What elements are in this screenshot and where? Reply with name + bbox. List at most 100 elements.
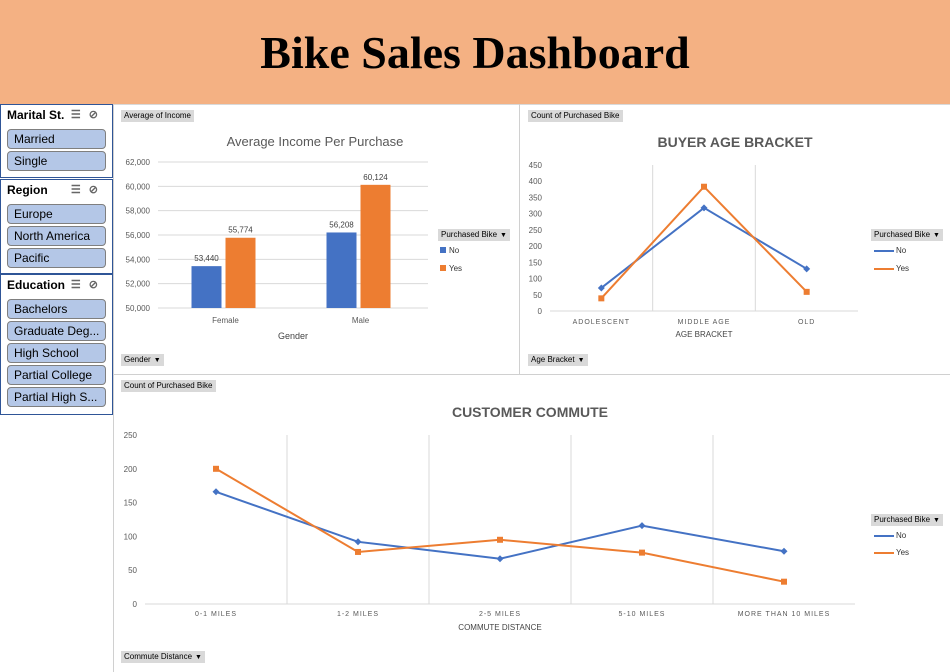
x-axis-title: Gender bbox=[277, 331, 309, 341]
y-tick-label: 60,000 bbox=[126, 182, 151, 191]
slicer-item-single[interactable]: Single bbox=[7, 151, 106, 171]
y-tick-label: 100 bbox=[529, 275, 543, 284]
data-point-no bbox=[700, 204, 708, 212]
chevron-down-icon: ▼ bbox=[195, 654, 202, 661]
chart-title: Average Income Per Purchase bbox=[226, 134, 404, 149]
y-tick-label: 50,000 bbox=[126, 304, 151, 313]
bar-yes bbox=[360, 184, 391, 308]
data-point-no bbox=[780, 547, 788, 555]
y-tick-label: 200 bbox=[124, 465, 138, 474]
clear-filter-icon[interactable]: ⊘ bbox=[88, 279, 106, 291]
slicer-item-high-school[interactable]: High School bbox=[7, 343, 106, 363]
y-tick-label: 250 bbox=[124, 431, 138, 440]
data-label: 55,774 bbox=[228, 226, 253, 235]
multi-select-icon[interactable]: ☰ bbox=[70, 184, 89, 196]
legend-no: No bbox=[440, 246, 459, 255]
y-tick-label: 58,000 bbox=[126, 207, 151, 216]
x-tick-label: MIDDLE AGE bbox=[678, 319, 731, 326]
x-axis-title: AGE BRACKET bbox=[675, 330, 733, 339]
slicer-item-europe[interactable]: Europe bbox=[7, 204, 106, 224]
multi-select-icon[interactable]: ☰ bbox=[70, 279, 89, 291]
chart-title: CUSTOMER COMMUTE bbox=[451, 404, 609, 420]
data-point-yes bbox=[497, 536, 503, 543]
data-point-no bbox=[803, 265, 811, 273]
chart-title: BUYER AGE BRACKET bbox=[657, 134, 813, 150]
x-tick-label: 5-10 MILES bbox=[619, 611, 666, 618]
data-label: 56,208 bbox=[329, 220, 354, 229]
y-tick-label: 54,000 bbox=[126, 255, 151, 264]
data-point-yes bbox=[598, 295, 605, 302]
clear-filter-icon[interactable]: ⊘ bbox=[88, 109, 106, 121]
chevron-down-icon: ▼ bbox=[933, 517, 940, 524]
slicer-item-pacific[interactable]: Pacific bbox=[7, 248, 106, 268]
divider-horizontal bbox=[114, 374, 950, 375]
dashboard-banner: Bike Sales Dashboard bbox=[0, 0, 950, 105]
data-point-yes bbox=[781, 578, 787, 585]
divider-sidebar bbox=[113, 104, 114, 672]
data-point-yes bbox=[803, 288, 810, 295]
x-tick-label: OLD bbox=[798, 319, 815, 326]
value-field-button[interactable]: Count of Purchased Bike bbox=[121, 380, 216, 392]
data-point-yes bbox=[213, 465, 219, 472]
value-field-button[interactable]: Count of Purchased Bike bbox=[528, 110, 623, 122]
x-tick-label: Male bbox=[352, 316, 370, 325]
legend-yes: Yes bbox=[440, 264, 462, 273]
clear-filter-icon[interactable]: ⊘ bbox=[88, 184, 106, 196]
x-tick-label: MORE THAN 10 MILES bbox=[738, 611, 831, 618]
legend-filter-button[interactable]: Purchased Bike ▼ bbox=[871, 514, 943, 526]
series-line-yes bbox=[215, 467, 785, 583]
data-point-no bbox=[597, 284, 605, 292]
y-tick-label: 50 bbox=[128, 566, 137, 575]
data-point-no bbox=[212, 488, 220, 496]
data-label: 60,124 bbox=[363, 173, 388, 182]
data-point-no bbox=[496, 555, 504, 563]
slicer-title: Education bbox=[7, 278, 65, 292]
y-tick-label: 0 bbox=[538, 307, 543, 316]
legend-marker bbox=[440, 247, 446, 253]
slicer-region: Region ☰⊘ Europe North America Pacific bbox=[0, 179, 113, 274]
slicer-item-partial-high-school[interactable]: Partial High S... bbox=[7, 387, 106, 407]
x-tick-label: 0-1 MILES bbox=[195, 611, 237, 618]
bar-no bbox=[191, 266, 222, 308]
slicer-title: Marital St... bbox=[7, 108, 65, 122]
value-field-button[interactable]: Average of Income bbox=[121, 110, 195, 122]
y-tick-label: 250 bbox=[529, 226, 543, 235]
chevron-down-icon: ▼ bbox=[577, 357, 585, 364]
axis-field-button[interactable]: Commute Distance ▼ bbox=[121, 651, 205, 663]
axis-field-button[interactable]: Gender ▼ bbox=[121, 354, 164, 366]
slicer-item-graduate-degree[interactable]: Graduate Deg... bbox=[7, 321, 106, 341]
data-point-no bbox=[638, 522, 646, 530]
slicer-marital-status: Marital St... ☰⊘ Married Single bbox=[0, 104, 113, 178]
bar-yes bbox=[225, 237, 256, 308]
y-tick-label: 150 bbox=[529, 258, 543, 267]
legend-no: No bbox=[874, 246, 906, 255]
y-tick-label: 56,000 bbox=[126, 231, 151, 240]
axis-field-button[interactable]: Age Bracket ▼ bbox=[528, 354, 588, 366]
legend-yes: Yes bbox=[874, 264, 909, 273]
legend-marker bbox=[440, 265, 446, 271]
legend-marker bbox=[874, 534, 894, 537]
legend-marker bbox=[874, 267, 894, 270]
data-label: 53,440 bbox=[194, 254, 219, 263]
legend-filter-button[interactable]: Purchased Bike ▼ bbox=[871, 229, 943, 241]
x-axis-title: COMMUTE DISTANCE bbox=[458, 623, 542, 632]
x-tick-label: Female bbox=[212, 316, 239, 325]
multi-select-icon[interactable]: ☰ bbox=[70, 109, 89, 121]
slicer-title: Region bbox=[7, 183, 48, 197]
slicer-item-married[interactable]: Married bbox=[7, 129, 106, 149]
slicer-item-partial-college[interactable]: Partial College bbox=[7, 365, 106, 385]
y-tick-label: 50 bbox=[533, 291, 542, 300]
y-tick-label: 100 bbox=[124, 532, 138, 541]
slicer-item-bachelors[interactable]: Bachelors bbox=[7, 299, 106, 319]
bar-no bbox=[326, 232, 357, 308]
slicer-education: Education ☰⊘ Bachelors Graduate Deg... H… bbox=[0, 274, 113, 415]
series-line-no bbox=[215, 490, 785, 560]
slicer-item-north-america[interactable]: North America bbox=[7, 226, 106, 246]
chevron-down-icon: ▼ bbox=[933, 232, 940, 239]
legend-filter-button[interactable]: Purchased Bike ▼ bbox=[438, 229, 510, 241]
x-tick-label: 1-2 MILES bbox=[337, 611, 379, 618]
legend-yes: Yes bbox=[874, 548, 909, 557]
y-tick-label: 400 bbox=[529, 177, 543, 186]
